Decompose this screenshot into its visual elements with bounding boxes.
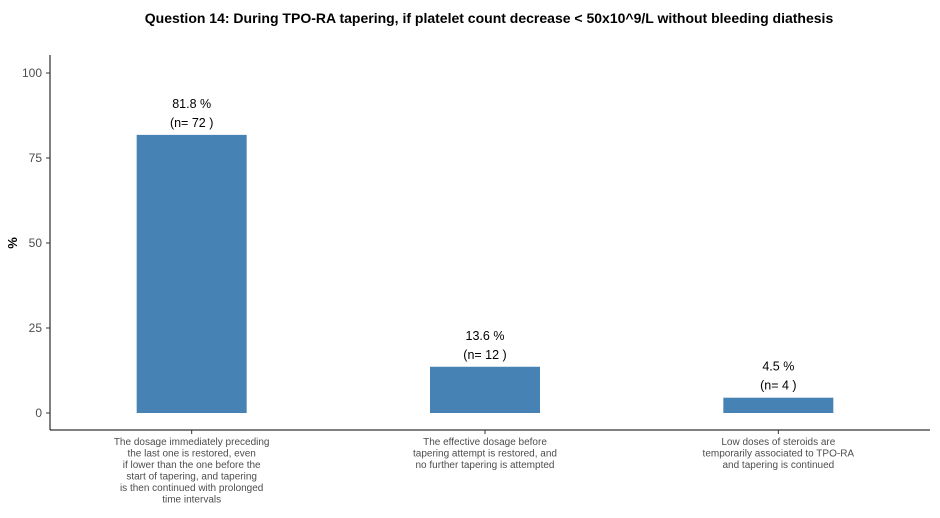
y-tick-label: 25 (29, 321, 43, 335)
x-tick-label: The effective dosage before tapering atte… (413, 437, 557, 471)
y-tick-label: 100 (22, 66, 42, 80)
x-tick-label: The dosage immediately preceding the last… (114, 437, 270, 506)
data-label: 4.5 % (n= 4 ) (760, 360, 796, 393)
plot-area: 0 25 50 75 100 81.8 % (n= 72 ) The dosage immed… (22, 55, 930, 506)
y-axis-title: % (5, 237, 20, 249)
y-tick-label: 75 (29, 151, 43, 165)
data-label: 13.6 % (n= 12 ) (463, 329, 506, 362)
data-label: 81.8 % (n= 72 ) (170, 97, 213, 130)
bar (430, 366, 540, 413)
y-tick-label: 50 (29, 236, 43, 250)
x-tick-label: Low doses of steroids are temporarily ass… (703, 437, 855, 471)
bar (723, 397, 834, 413)
bar (136, 134, 247, 413)
y-tick-label: 0 (35, 406, 42, 420)
chart-title: Question 14: During TPO-RA tapering, if … (145, 10, 834, 26)
